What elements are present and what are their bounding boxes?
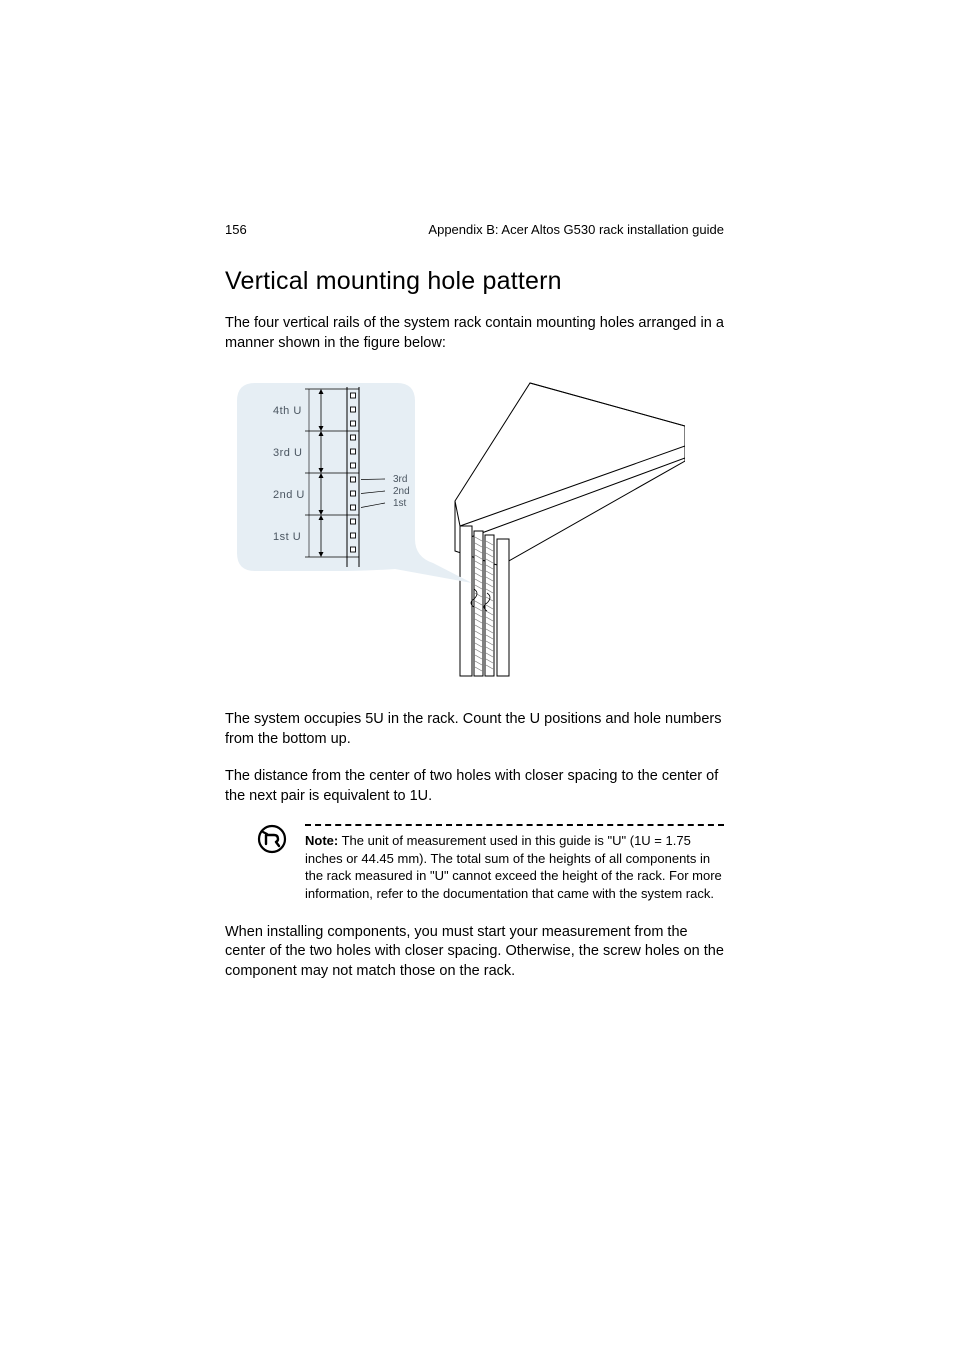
- note-block: Note: The unit of measurement used in th…: [257, 824, 724, 902]
- svg-text:2nd U: 2nd U: [273, 489, 305, 501]
- note-text: Note: The unit of measurement used in th…: [305, 832, 724, 902]
- rack-figure: 4th U 3rd U 2nd U 1st U 3rd2nd1st: [225, 371, 724, 686]
- running-title: Appendix B: Acer Altos G530 rack install…: [428, 222, 724, 237]
- note-body: The unit of measurement used in this gui…: [305, 833, 722, 901]
- page-content: 156 Appendix B: Acer Altos G530 rack ins…: [0, 0, 954, 981]
- note-icon: [257, 824, 287, 854]
- page-header: 156 Appendix B: Acer Altos G530 rack ins…: [225, 222, 724, 237]
- occupies-paragraph: The system occupies 5U in the rack. Coun…: [225, 710, 724, 749]
- svg-text:2nd: 2nd: [393, 486, 410, 497]
- distance-paragraph: The distance from the center of two hole…: [225, 767, 724, 806]
- svg-text:1st U: 1st U: [273, 531, 301, 543]
- rack-diagram-svg: 4th U 3rd U 2nd U 1st U 3rd2nd1st: [225, 371, 685, 681]
- note-icon-column: [257, 824, 305, 854]
- svg-text:3rd: 3rd: [393, 474, 407, 485]
- section-heading: Vertical mounting hole pattern: [225, 267, 724, 296]
- intro-paragraph: The four vertical rails of the system ra…: [225, 314, 724, 353]
- note-content: Note: The unit of measurement used in th…: [305, 824, 724, 902]
- svg-text:1st: 1st: [393, 498, 407, 509]
- rack-front-rails: [460, 526, 509, 676]
- installing-paragraph: When installing components, you must sta…: [225, 923, 724, 982]
- page-number: 156: [225, 222, 247, 237]
- svg-text:3rd U: 3rd U: [273, 447, 302, 459]
- note-divider: [305, 824, 724, 826]
- svg-text:4th U: 4th U: [273, 405, 302, 417]
- note-label: Note:: [305, 833, 338, 848]
